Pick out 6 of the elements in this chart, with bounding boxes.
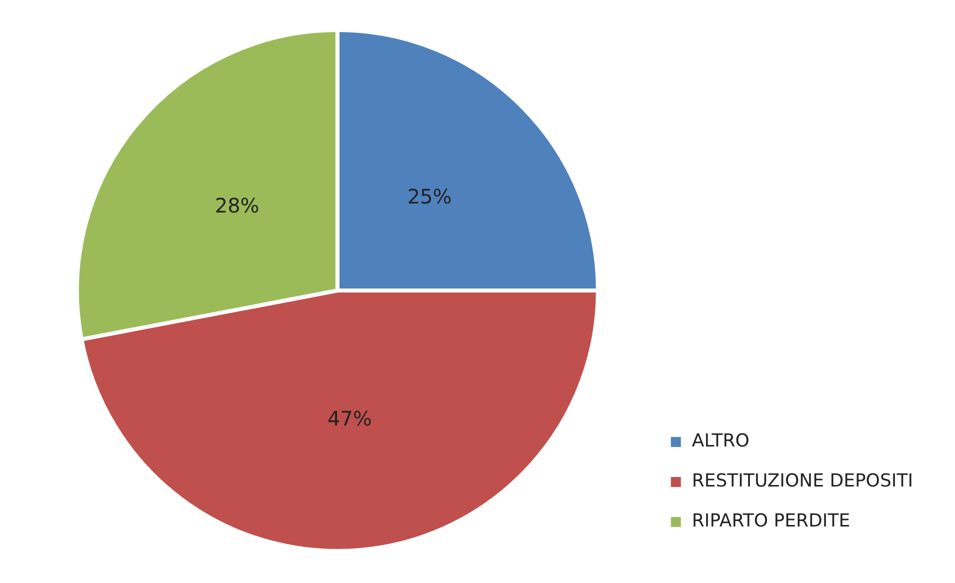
data-label: 47% (327, 406, 372, 430)
legend-label: RESTITUZIONE DEPOSITI (692, 470, 913, 492)
data-label: 28% (214, 194, 260, 218)
legend-label: ALTRO (692, 430, 750, 452)
data-label: 25% (407, 184, 452, 209)
legend-label: RIPARTO PERDITE (692, 510, 850, 532)
